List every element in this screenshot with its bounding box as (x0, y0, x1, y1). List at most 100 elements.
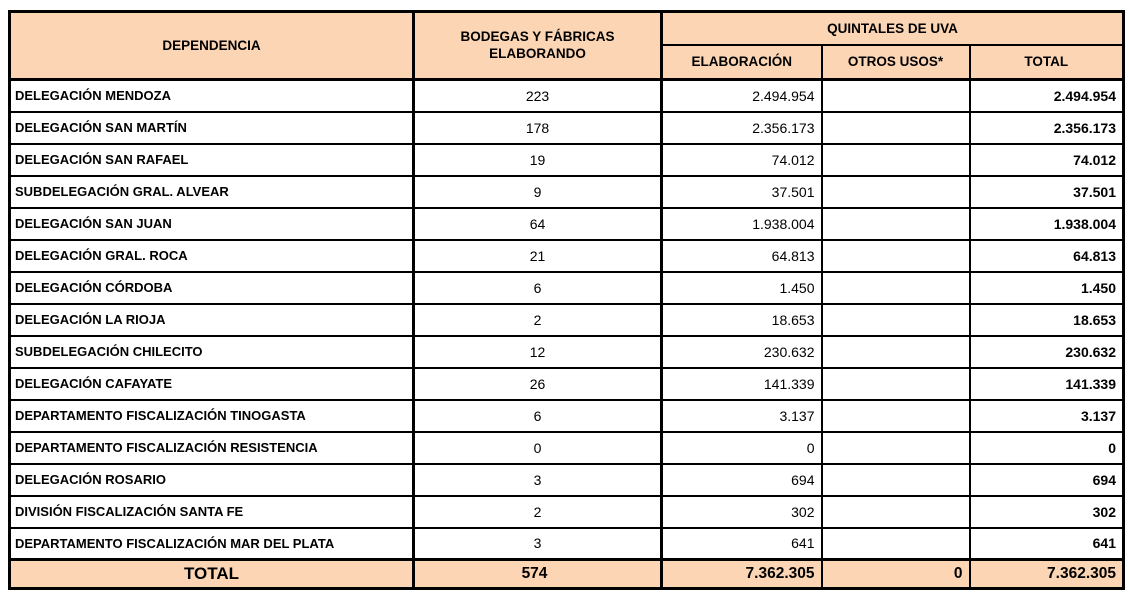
total-total-cell: 7.362.305 (968, 558, 1125, 590)
total-cell: 302 (968, 494, 1125, 529)
otros-usos-cell (820, 206, 971, 241)
dependencia-cell: DELEGACIÓN GRAL. ROCA (8, 238, 415, 273)
table-row: DELEGACIÓN ROSARIO 3 694 694 (8, 462, 1125, 497)
dependencia-cell: DELEGACIÓN SAN MARTÍN (8, 110, 415, 145)
table-row: SUBDELEGACIÓN CHILECITO 12 230.632 230.632 (8, 334, 1125, 369)
quintales-uva-table: DEPENDENCIA BODEGAS Y FÁBRICAS ELABORAND… (8, 10, 1125, 590)
elaboracion-cell: 302 (660, 494, 822, 529)
col-header-elaboracion: ELABORACIÓN (660, 43, 822, 81)
otros-usos-cell (820, 398, 971, 433)
bodegas-cell: 21 (412, 238, 663, 273)
bodegas-cell: 2 (412, 494, 663, 529)
otros-usos-cell (820, 238, 971, 273)
total-cell: 64.813 (968, 238, 1125, 273)
bodegas-cell: 3 (412, 462, 663, 497)
total-cell: 141.339 (968, 366, 1125, 401)
table-row: DELEGACIÓN CÓRDOBA 6 1.450 1.450 (8, 270, 1125, 305)
dependencia-cell: DEPARTAMENTO FISCALIZACIÓN RESISTENCIA (8, 430, 415, 465)
total-cell: 37.501 (968, 174, 1125, 209)
dependencia-cell: DEPARTAMENTO FISCALIZACIÓN MAR DEL PLATA (8, 526, 415, 561)
total-row: TOTAL 574 7.362.305 0 7.362.305 (8, 558, 1125, 590)
otros-usos-cell (820, 142, 971, 177)
table-row: DELEGACIÓN LA RIOJA 2 18.653 18.653 (8, 302, 1125, 337)
elaboracion-cell: 230.632 (660, 334, 822, 369)
bodegas-cell: 64 (412, 206, 663, 241)
total-row-label: TOTAL (8, 558, 415, 590)
col-header-dependencia: DEPENDENCIA (8, 10, 415, 81)
total-otros-usos-cell: 0 (820, 558, 971, 590)
report-table-container: DEPENDENCIA BODEGAS Y FÁBRICAS ELABORAND… (8, 10, 1125, 590)
total-cell: 0 (968, 430, 1125, 465)
elaboracion-cell: 3.137 (660, 398, 822, 433)
total-bodegas-cell: 574 (412, 558, 663, 590)
otros-usos-cell (820, 110, 971, 145)
otros-usos-cell (820, 334, 971, 369)
otros-usos-cell (820, 174, 971, 209)
elaboracion-cell: 2.356.173 (660, 110, 822, 145)
bodegas-cell: 12 (412, 334, 663, 369)
table-row: DELEGACIÓN GRAL. ROCA 21 64.813 64.813 (8, 238, 1125, 273)
table-row: DELEGACIÓN SAN MARTÍN 178 2.356.173 2.356.1… (8, 110, 1125, 145)
dependencia-cell: DELEGACIÓN SAN JUAN (8, 206, 415, 241)
dependencia-cell: DIVISIÓN FISCALIZACIÓN SANTA FE (8, 494, 415, 529)
total-cell: 1.938.004 (968, 206, 1125, 241)
dependencia-cell: DELEGACIÓN SAN RAFAEL (8, 142, 415, 177)
elaboracion-cell: 64.813 (660, 238, 822, 273)
table-row: DEPARTAMENTO FISCALIZACIÓN RESISTENCIA 0 0… (8, 430, 1125, 465)
bodegas-cell: 19 (412, 142, 663, 177)
bodegas-cell: 3 (412, 526, 663, 561)
table-row: DELEGACIÓN MENDOZA 223 2.494.954 2.494.954 (8, 78, 1125, 113)
bodegas-cell: 0 (412, 430, 663, 465)
elaboracion-cell: 0 (660, 430, 822, 465)
otros-usos-cell (820, 302, 971, 337)
total-cell: 1.450 (968, 270, 1125, 305)
dependencia-cell: DELEGACIÓN ROSARIO (8, 462, 415, 497)
total-cell: 2.356.173 (968, 110, 1125, 145)
elaboracion-cell: 141.339 (660, 366, 822, 401)
total-cell: 641 (968, 526, 1125, 561)
dependencia-cell: DELEGACIÓN LA RIOJA (8, 302, 415, 337)
table-row: DIVISIÓN FISCALIZACIÓN SANTA FE 2 302 302 (8, 494, 1125, 529)
table-row: DEPARTAMENTO FISCALIZACIÓN MAR DEL PLATA… (8, 526, 1125, 561)
col-header-bodegas: BODEGAS Y FÁBRICAS ELABORANDO (412, 10, 663, 81)
otros-usos-cell (820, 366, 971, 401)
bodegas-cell: 6 (412, 398, 663, 433)
col-header-otros-usos: OTROS USOS* (820, 43, 971, 81)
bodegas-cell: 9 (412, 174, 663, 209)
table-row: DELEGACIÓN SAN RAFAEL 19 74.012 74.012 (8, 142, 1125, 177)
dependencia-cell: DEPARTAMENTO FISCALIZACIÓN TINOGASTA (8, 398, 415, 433)
otros-usos-cell (820, 462, 971, 497)
dependencia-cell: DELEGACIÓN CAFAYATE (8, 366, 415, 401)
elaboracion-cell: 1.938.004 (660, 206, 822, 241)
col-header-total: TOTAL (968, 43, 1125, 81)
total-cell: 3.137 (968, 398, 1125, 433)
otros-usos-cell (820, 270, 971, 305)
otros-usos-cell (820, 494, 971, 529)
dependencia-cell: DELEGACIÓN CÓRDOBA (8, 270, 415, 305)
table-row: DELEGACIÓN CAFAYATE 26 141.339 141.339 (8, 366, 1125, 401)
dependencia-cell: SUBDELEGACIÓN GRAL. ALVEAR (8, 174, 415, 209)
bodegas-cell: 178 (412, 110, 663, 145)
elaboracion-cell: 18.653 (660, 302, 822, 337)
total-elaboracion-cell: 7.362.305 (660, 558, 822, 590)
otros-usos-cell (820, 526, 971, 561)
elaboracion-cell: 641 (660, 526, 822, 561)
table-row: SUBDELEGACIÓN GRAL. ALVEAR 9 37.501 37.501 (8, 174, 1125, 209)
elaboracion-cell: 74.012 (660, 142, 822, 177)
total-cell: 230.632 (968, 334, 1125, 369)
bodegas-cell: 223 (412, 78, 663, 113)
table-row: DELEGACIÓN SAN JUAN 64 1.938.004 1.938.004 (8, 206, 1125, 241)
bodegas-cell: 2 (412, 302, 663, 337)
total-cell: 2.494.954 (968, 78, 1125, 113)
total-cell: 18.653 (968, 302, 1125, 337)
table-row: DEPARTAMENTO FISCALIZACIÓN TINOGASTA 6 3.1… (8, 398, 1125, 433)
elaboracion-cell: 1.450 (660, 270, 822, 305)
elaboracion-cell: 694 (660, 462, 822, 497)
total-cell: 694 (968, 462, 1125, 497)
elaboracion-cell: 37.501 (660, 174, 822, 209)
bodegas-cell: 26 (412, 366, 663, 401)
dependencia-cell: DELEGACIÓN MENDOZA (8, 78, 415, 113)
dependencia-cell: SUBDELEGACIÓN CHILECITO (8, 334, 415, 369)
otros-usos-cell (820, 78, 971, 113)
otros-usos-cell (820, 430, 971, 465)
